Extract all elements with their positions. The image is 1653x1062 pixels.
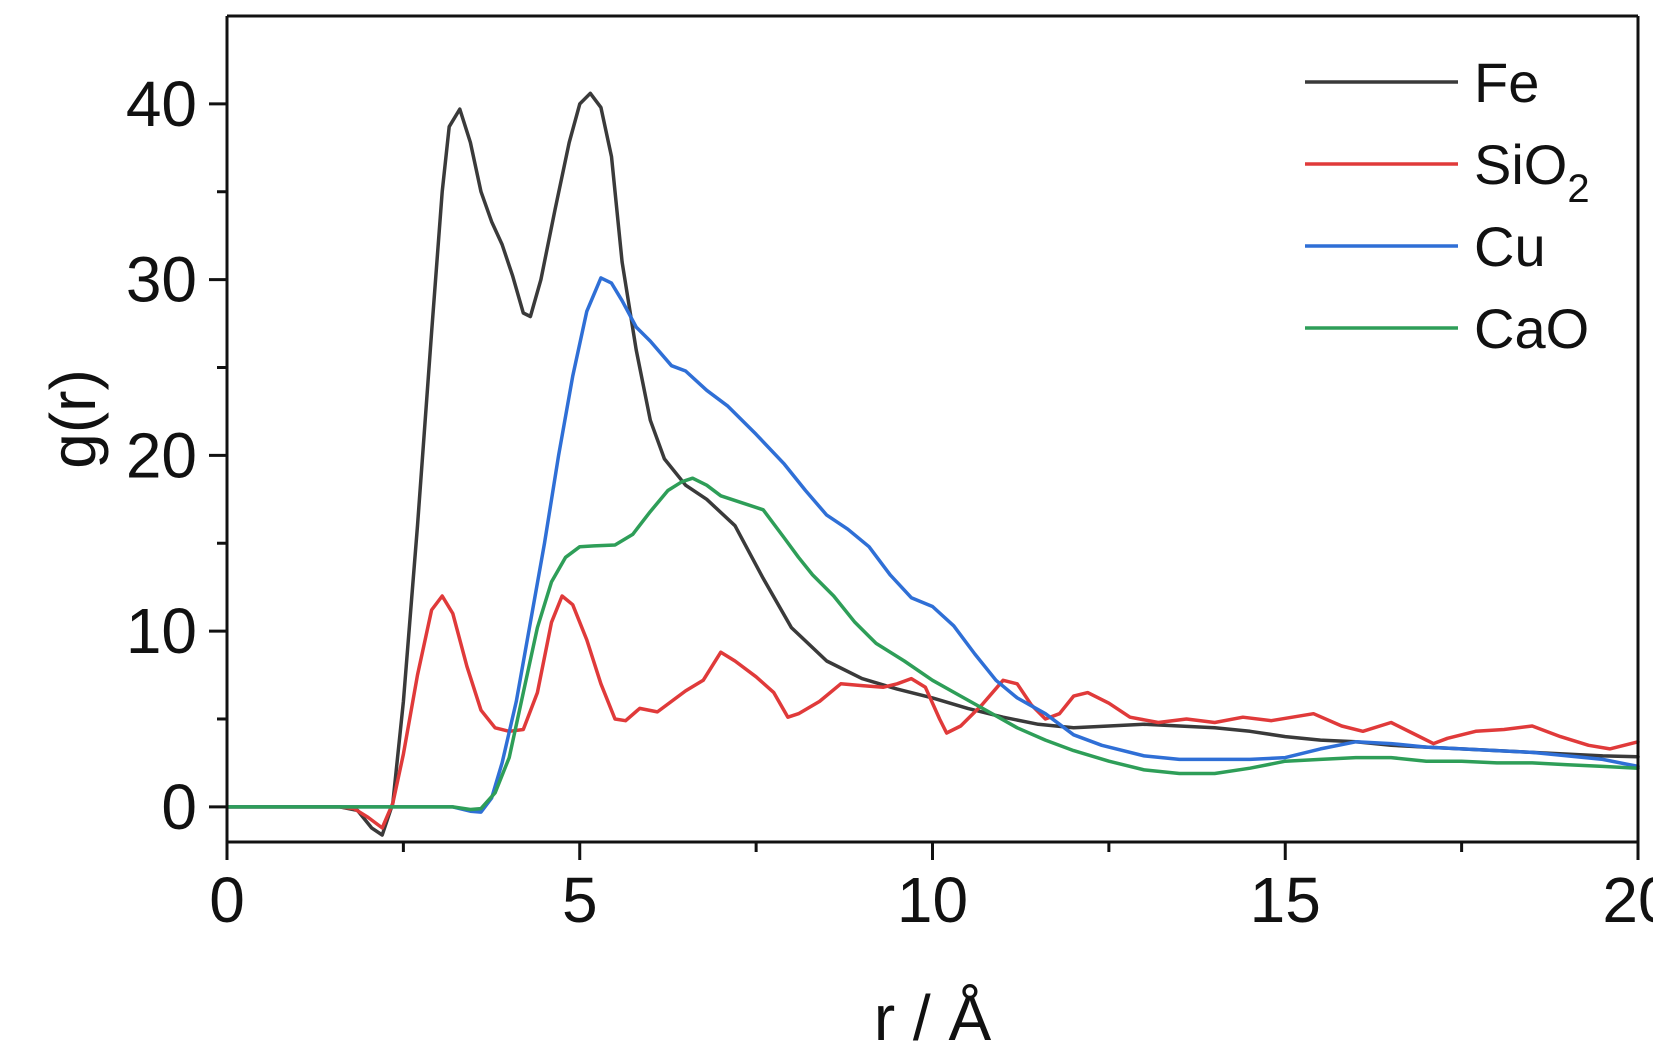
legend-label-main: SiO	[1474, 133, 1567, 196]
series-line-fe	[225, 91, 1640, 837]
legend-label-cu: Cu	[1474, 215, 1546, 278]
x-tick-label: 10	[897, 864, 968, 936]
axes-layer	[225, 14, 1640, 844]
y-axis-title: g(r)	[37, 369, 109, 469]
x-tick-label: 15	[1250, 864, 1321, 936]
legend-label-main: Cu	[1474, 215, 1546, 278]
legend-label-subscript: 2	[1567, 167, 1589, 211]
series-layer	[225, 91, 1640, 837]
y-tick-label: 20	[126, 419, 197, 491]
y-tick-label: 10	[126, 595, 197, 667]
x-tick-label: 20	[1602, 864, 1653, 936]
x-axis-title: r / Å	[874, 982, 992, 1054]
legend-label-sio2: SiO2	[1474, 133, 1590, 211]
x-tick-label: 5	[562, 864, 598, 936]
legend-label-main: CaO	[1474, 297, 1589, 360]
series-line-cao	[225, 476, 1640, 812]
series-line-cu	[225, 276, 1640, 814]
y-tick-label: 0	[161, 771, 197, 843]
legend-label-main: Fe	[1474, 51, 1539, 114]
series-line-sio2	[225, 594, 1640, 830]
y-tick-label: 30	[126, 244, 197, 316]
legend-label-fe: Fe	[1474, 51, 1539, 114]
y-tick-label: 40	[126, 68, 197, 140]
x-tick-label: 0	[209, 864, 245, 936]
legend-label-cao: CaO	[1474, 297, 1589, 360]
ticks-layer: 0 5 10 15 20 0 10 20 30 40	[126, 68, 1653, 936]
